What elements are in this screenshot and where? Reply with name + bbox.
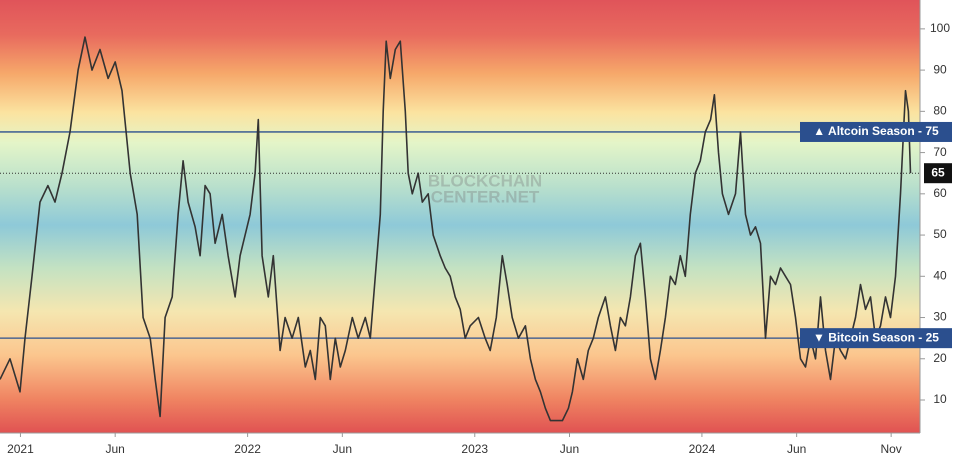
x-tick-label: 2021 [7,442,34,456]
current-label: 65 [931,165,945,179]
x-tick-label: 2022 [234,442,261,456]
line [0,36,912,422]
threshold-badge [800,121,952,142]
y-tick-label: 100 [930,21,950,35]
threshold-label: ▼ Bitcoin Season - 25 [813,330,939,344]
x-tick-label: Jun [560,442,579,456]
y-tick-label: 70 [933,145,947,159]
y-tick-label: 40 [933,268,947,282]
x-tick-label: Jun [105,442,124,456]
x-tick-label: Jun [333,442,352,456]
y-tick-label: 20 [933,351,947,365]
y-tick-label: 10 [933,392,947,406]
x-tick-label: 2024 [689,442,716,456]
watermark: BLOCKCHAIN [428,171,542,190]
y-tick-label: 80 [933,104,947,118]
y-tick-label: 50 [933,227,947,241]
y-tick-label: 30 [933,310,947,324]
x-tick-label: Jun [787,442,806,456]
y-tick-label: 60 [933,186,947,200]
current-badge [924,163,952,184]
watermark: CENTER.NET [431,187,540,206]
x-tick-label: Nov [880,442,901,456]
threshold-label: ▲ Altcoin Season - 75 [813,124,939,138]
x-tick-label: 2023 [461,442,488,456]
threshold-badge [800,328,952,349]
y-tick-label: 90 [933,62,947,76]
